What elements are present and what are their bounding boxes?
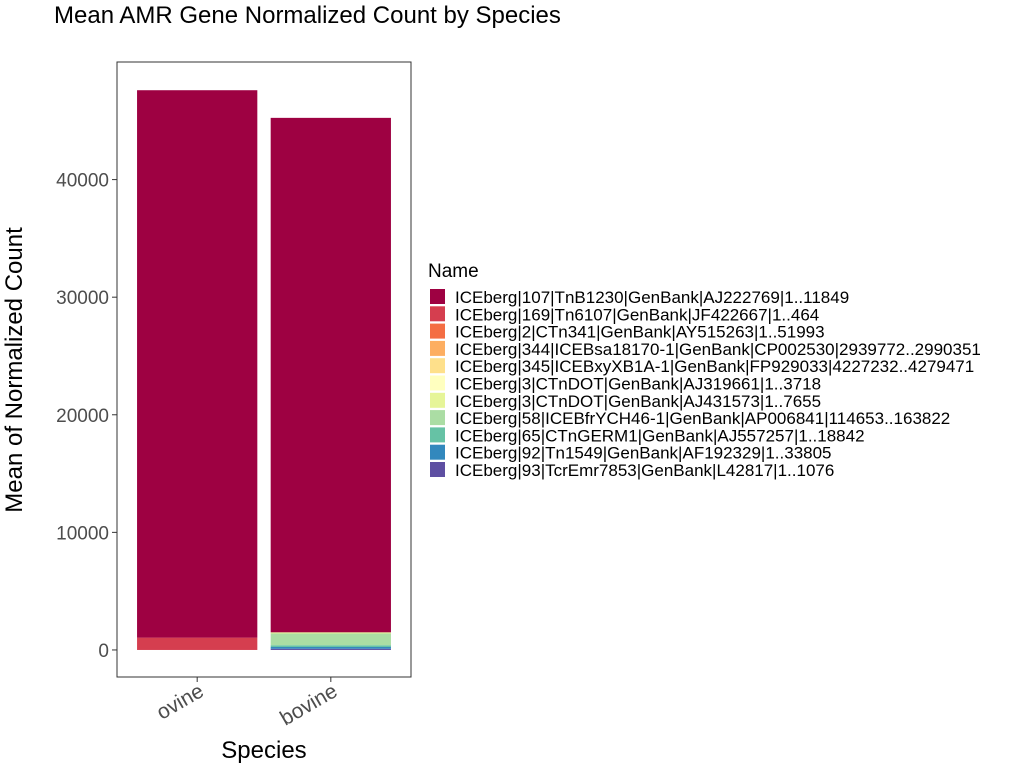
legend-label-6: ICEberg|3|CTnDOT|GenBank|AJ431573|1..765… xyxy=(455,392,821,411)
y-tick-label-0: 0 xyxy=(98,641,109,662)
y-axis: 0 10000 20000 30000 40000 xyxy=(56,171,117,662)
plot-frame xyxy=(116,61,412,678)
legend-swatch-0 xyxy=(430,289,445,304)
legend-label-10: ICEberg|93|TcrEmr7853|GenBank|L42817|1..… xyxy=(455,461,834,480)
x-tick-label-bovine: bovine xyxy=(276,679,341,730)
legend: Name ICEberg|107|TnB1230|GenBank|AJ22276… xyxy=(428,261,981,480)
x-axis: ovine bovine xyxy=(153,677,341,730)
bars xyxy=(137,90,391,650)
legend-title: Name xyxy=(428,261,479,282)
y-tick-label-3: 30000 xyxy=(56,288,109,309)
bar-bovine-segment-9 xyxy=(270,647,391,649)
legend-label-2: ICEberg|2|CTn341|GenBank|AY515263|1..519… xyxy=(455,323,825,342)
legend-swatch-7 xyxy=(430,410,445,426)
legend-swatch-1 xyxy=(430,306,445,322)
legend-label-0: ICEberg|107|TnB1230|GenBank|AJ222769|1..… xyxy=(455,288,849,307)
y-axis-title: Mean of Normalized Count xyxy=(1,227,28,513)
legend-label-3: ICEberg|344|ICEBsa18170-1|GenBank|CP0025… xyxy=(455,340,981,359)
y-tick-label-4: 40000 xyxy=(56,171,109,192)
x-tick-label-ovine: ovine xyxy=(153,679,208,724)
legend-label-9: ICEberg|92|Tn1549|GenBank|AF192329|1..33… xyxy=(455,444,832,463)
legend-swatch-5 xyxy=(430,375,445,391)
y-tick-label-1: 10000 xyxy=(56,523,109,544)
legend-label-1: ICEberg|169|Tn6107|GenBank|JF422667|1..4… xyxy=(455,305,819,324)
legend-label-4: ICEberg|345|ICEBxyXB1A-1|GenBank|FP92903… xyxy=(455,357,974,376)
legend-swatch-4 xyxy=(430,358,445,374)
bar-bovine-segment-0 xyxy=(270,117,391,633)
bar-bovine-segment-6 xyxy=(270,632,391,634)
bar-ovine-segment-1 xyxy=(137,637,258,650)
chart-title: Mean AMR Gene Normalized Count by Specie… xyxy=(54,2,561,29)
legend-swatch-8 xyxy=(430,427,445,443)
legend-swatch-2 xyxy=(430,323,445,339)
x-axis-title: Species xyxy=(221,737,306,764)
y-tick-label-2: 20000 xyxy=(56,406,109,427)
legend-swatch-10 xyxy=(430,462,445,477)
legend-label-7: ICEberg|58|ICEBfrYCH46-1|GenBank|AP00684… xyxy=(455,409,950,428)
legend-swatch-3 xyxy=(430,340,445,356)
legend-label-8: ICEberg|65|CTnGERM1|GenBank|AJ557257|1..… xyxy=(455,426,865,445)
bar-bovine-segment-7 xyxy=(270,633,391,646)
bar-ovine-segment-0 xyxy=(137,90,258,638)
legend-swatch-9 xyxy=(430,444,445,460)
legend-label-5: ICEberg|3|CTnDOT|GenBank|AJ319661|1..371… xyxy=(455,375,821,394)
bar-bovine-segment-10 xyxy=(270,648,391,650)
bar-bovine-segment-8 xyxy=(270,645,391,648)
legend-swatch-6 xyxy=(430,392,445,408)
